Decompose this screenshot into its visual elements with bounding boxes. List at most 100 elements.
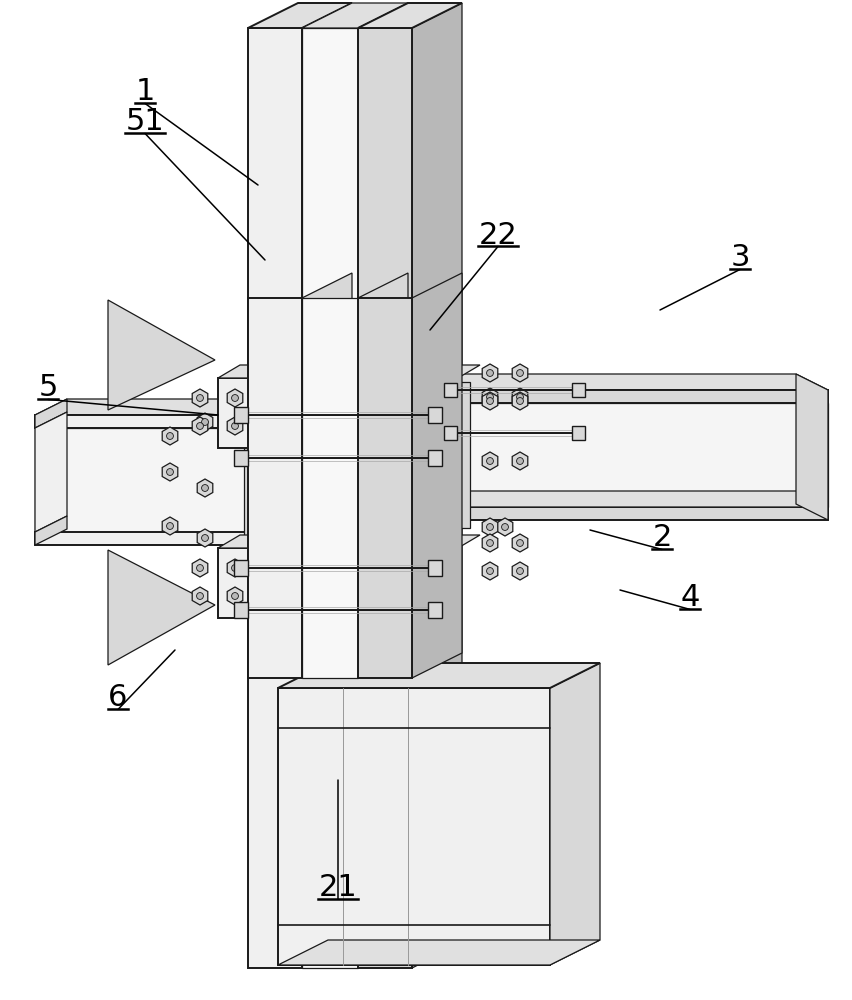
Polygon shape bbox=[233, 450, 248, 466]
Polygon shape bbox=[429, 374, 827, 390]
Polygon shape bbox=[197, 479, 212, 497]
Polygon shape bbox=[481, 452, 498, 470]
Text: 5: 5 bbox=[38, 373, 58, 402]
Circle shape bbox=[166, 433, 173, 439]
Text: 21: 21 bbox=[319, 874, 357, 902]
Polygon shape bbox=[35, 532, 248, 545]
Text: 6: 6 bbox=[108, 684, 128, 712]
Polygon shape bbox=[453, 382, 469, 528]
Polygon shape bbox=[197, 529, 212, 547]
Polygon shape bbox=[462, 403, 827, 507]
Polygon shape bbox=[481, 388, 498, 406]
Text: 3: 3 bbox=[729, 243, 749, 272]
Polygon shape bbox=[227, 587, 243, 605]
Polygon shape bbox=[302, 3, 407, 28]
Polygon shape bbox=[358, 3, 462, 28]
Polygon shape bbox=[302, 28, 358, 968]
Polygon shape bbox=[795, 374, 827, 520]
Text: 4: 4 bbox=[680, 584, 699, 612]
Text: 22: 22 bbox=[478, 221, 517, 249]
Polygon shape bbox=[278, 663, 599, 688]
Polygon shape bbox=[481, 534, 498, 552]
Polygon shape bbox=[511, 452, 527, 470]
Polygon shape bbox=[278, 940, 599, 965]
Polygon shape bbox=[35, 415, 248, 428]
Polygon shape bbox=[444, 383, 457, 397]
Polygon shape bbox=[244, 407, 257, 553]
Polygon shape bbox=[429, 491, 827, 507]
Polygon shape bbox=[511, 388, 527, 406]
Polygon shape bbox=[35, 399, 67, 428]
Polygon shape bbox=[278, 688, 550, 965]
Polygon shape bbox=[572, 426, 584, 440]
Circle shape bbox=[231, 593, 239, 599]
Polygon shape bbox=[227, 389, 243, 407]
Circle shape bbox=[516, 540, 523, 546]
Circle shape bbox=[486, 398, 492, 404]
Polygon shape bbox=[428, 602, 441, 618]
Circle shape bbox=[486, 394, 492, 400]
Polygon shape bbox=[481, 392, 498, 410]
Polygon shape bbox=[428, 407, 441, 423]
Polygon shape bbox=[428, 560, 441, 576]
Polygon shape bbox=[192, 389, 208, 407]
Circle shape bbox=[501, 524, 508, 530]
Polygon shape bbox=[358, 28, 412, 968]
Circle shape bbox=[516, 394, 523, 400]
Circle shape bbox=[486, 568, 492, 574]
Polygon shape bbox=[192, 417, 208, 435]
Polygon shape bbox=[248, 3, 352, 28]
Polygon shape bbox=[462, 507, 827, 520]
Text: 51: 51 bbox=[125, 107, 164, 136]
Polygon shape bbox=[481, 518, 498, 536]
Polygon shape bbox=[192, 587, 208, 605]
Circle shape bbox=[201, 485, 208, 491]
Polygon shape bbox=[358, 3, 407, 968]
Circle shape bbox=[486, 458, 492, 464]
Circle shape bbox=[231, 423, 239, 429]
Polygon shape bbox=[35, 428, 248, 532]
Circle shape bbox=[166, 469, 173, 475]
Circle shape bbox=[196, 565, 203, 571]
Polygon shape bbox=[35, 516, 279, 532]
Circle shape bbox=[166, 523, 173, 529]
Polygon shape bbox=[481, 562, 498, 580]
Circle shape bbox=[196, 593, 203, 599]
Polygon shape bbox=[302, 448, 415, 548]
Circle shape bbox=[516, 568, 523, 574]
Polygon shape bbox=[248, 298, 302, 678]
Polygon shape bbox=[108, 300, 215, 410]
Polygon shape bbox=[511, 392, 527, 410]
Polygon shape bbox=[302, 3, 352, 968]
Polygon shape bbox=[218, 535, 480, 548]
Polygon shape bbox=[358, 273, 407, 678]
Polygon shape bbox=[511, 534, 527, 552]
Polygon shape bbox=[162, 517, 177, 535]
Polygon shape bbox=[108, 550, 215, 665]
Polygon shape bbox=[550, 663, 599, 965]
Polygon shape bbox=[481, 364, 498, 382]
Polygon shape bbox=[218, 378, 458, 448]
Circle shape bbox=[486, 370, 492, 376]
Polygon shape bbox=[35, 412, 67, 532]
Circle shape bbox=[231, 565, 239, 571]
Circle shape bbox=[231, 395, 239, 401]
Polygon shape bbox=[233, 560, 248, 576]
Polygon shape bbox=[462, 390, 827, 403]
Polygon shape bbox=[162, 427, 177, 445]
Polygon shape bbox=[192, 559, 208, 577]
Polygon shape bbox=[302, 435, 436, 448]
Circle shape bbox=[196, 395, 203, 401]
Circle shape bbox=[516, 458, 523, 464]
Polygon shape bbox=[428, 450, 441, 466]
Circle shape bbox=[516, 370, 523, 376]
Polygon shape bbox=[572, 383, 584, 397]
Polygon shape bbox=[497, 518, 512, 536]
Polygon shape bbox=[302, 298, 358, 678]
Polygon shape bbox=[248, 28, 302, 968]
Polygon shape bbox=[511, 562, 527, 580]
Polygon shape bbox=[358, 298, 412, 678]
Text: 2: 2 bbox=[652, 524, 671, 552]
Text: 1: 1 bbox=[135, 78, 154, 106]
Polygon shape bbox=[227, 559, 243, 577]
